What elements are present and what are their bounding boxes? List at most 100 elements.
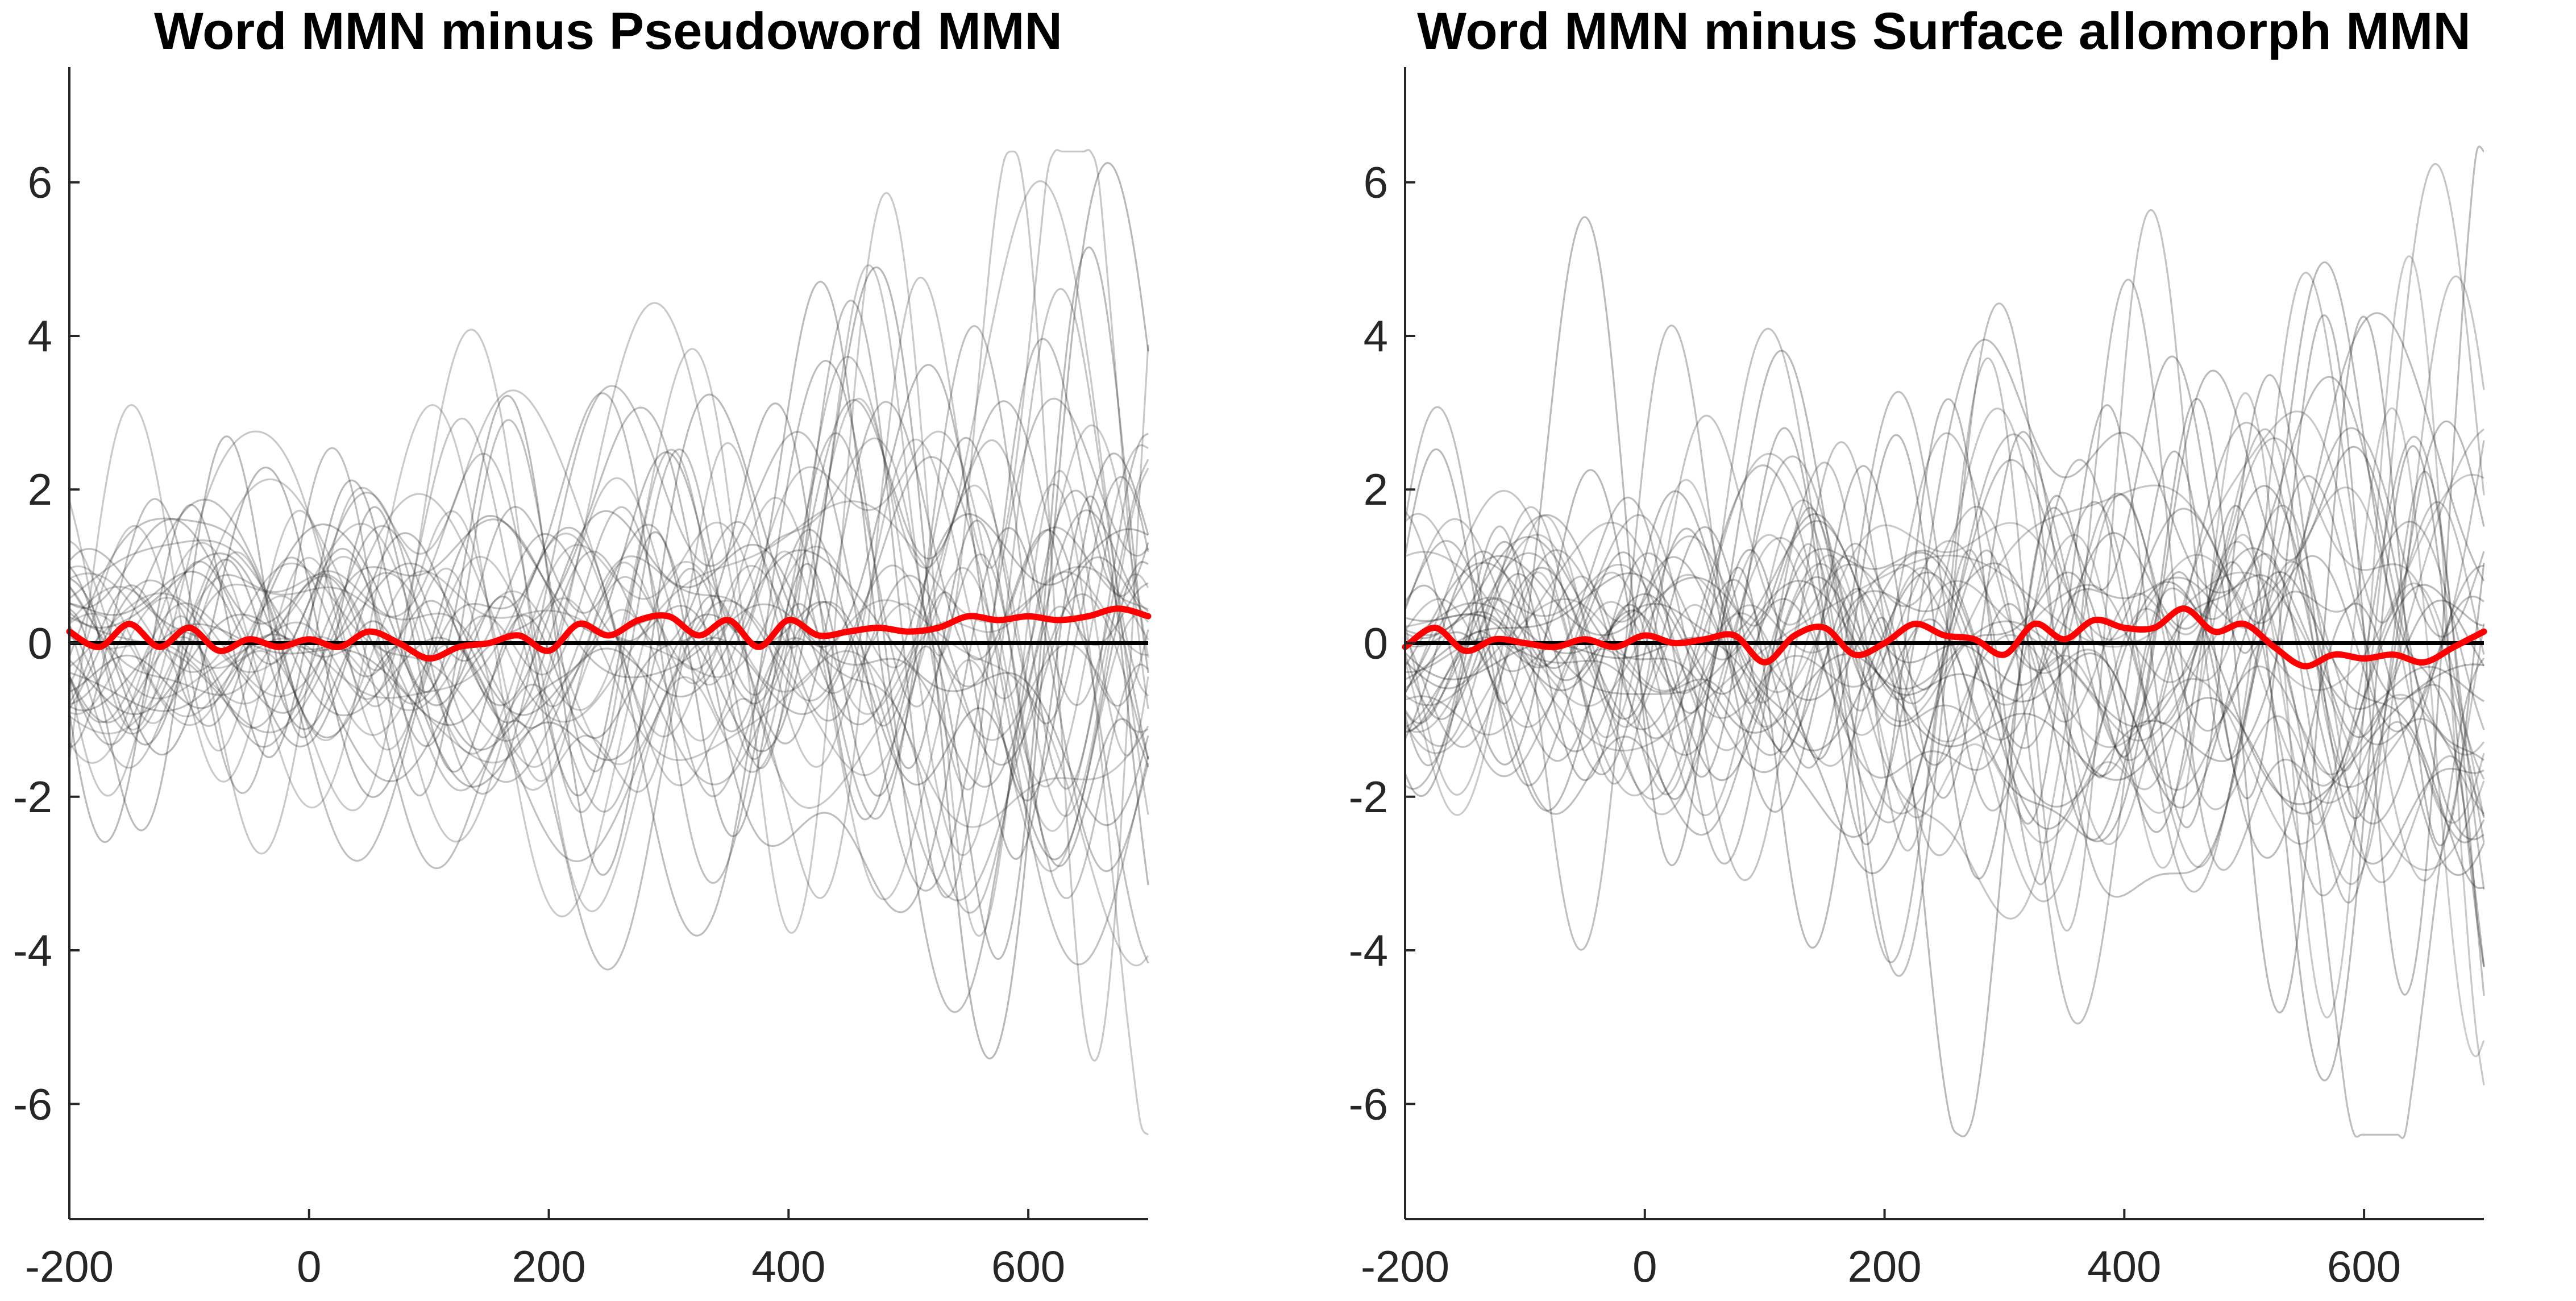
left-subject-trace-24 [68, 150, 1149, 1062]
left-subject-trace-2 [68, 532, 1149, 741]
left-x-tick-label: 600 [991, 1241, 1065, 1291]
right-subject-trace-30 [1405, 473, 2484, 707]
right-x-tick-label: -200 [1361, 1241, 1449, 1291]
left-subject-trace-36 [69, 555, 1149, 843]
right-subject-trace-39 [1404, 408, 2485, 882]
left-subject-trace-12 [68, 549, 1149, 826]
left-subject-trace-21 [69, 162, 1149, 1059]
left-subject-trace-32 [68, 495, 1149, 886]
left-y-tick-label: 2 [28, 464, 52, 514]
right-y-tick-label: 2 [1364, 464, 1388, 514]
right-subject-trace-16 [1404, 374, 2485, 846]
right-subject-trace-4 [1405, 376, 2484, 777]
left-subject-trace-15 [68, 385, 1149, 892]
right-subject-trace-11 [1405, 339, 2484, 865]
right-subject-trace-24 [1405, 459, 2485, 897]
left-subject-trace-40 [68, 497, 1149, 783]
right-subject-trace-18 [1405, 455, 2485, 893]
left-subject-trace-5 [69, 401, 1149, 971]
left-subject-trace-4 [69, 572, 1149, 901]
right-subject-trace-8 [1405, 541, 2485, 791]
right-subject-trace-36 [1404, 146, 2485, 996]
left-x-tick-label: 0 [297, 1241, 321, 1291]
right-subject-trace-13 [1405, 327, 2485, 796]
right-y-tick-label: -2 [1349, 772, 1388, 822]
left-subject-trace-16 [69, 456, 1149, 966]
left-subject-trace-39 [69, 432, 1149, 899]
left-y-tick-label: 6 [28, 157, 52, 207]
right-subject-trace-40 [1404, 504, 2485, 903]
left-subject-trace-28 [69, 300, 1149, 899]
left-y-tick-label: 0 [28, 618, 52, 668]
left-subject-trace-38 [69, 510, 1149, 748]
left-y-tick-label: 4 [28, 311, 52, 361]
right-x-tick-label: 600 [2327, 1241, 2401, 1291]
left-subject-trace-10 [68, 325, 1149, 884]
right-subject-trace-17 [1404, 428, 2485, 804]
left-subject-trace-3 [68, 526, 1149, 729]
right-subject-trace-29 [1404, 550, 2484, 889]
right-axes: -200 0 200 400 600 -6 -4 -2 0 2 4 6 [1349, 67, 2484, 1291]
left-subject-trace-37 [69, 360, 1149, 1013]
right-subject-trace-14 [1404, 209, 2485, 932]
left-subject-trace-11 [68, 509, 1149, 788]
left-x-tick-label: -200 [25, 1241, 114, 1291]
right-subject-trace-34 [1404, 163, 2485, 785]
left-subject-trace-33 [68, 364, 1149, 876]
left-subject-trace-35 [68, 281, 1149, 867]
right-subject-trace-31 [1404, 486, 2485, 824]
right-chart-panel: Word MMN minus Surface allomorph MMN -20… [1349, 2, 2487, 1291]
right-subject-trace-37 [1404, 547, 2484, 728]
left-subject-trace-20 [68, 246, 1149, 961]
left-x-tick-label: 400 [751, 1241, 825, 1291]
left-y-tick-label: -2 [13, 772, 52, 822]
right-x-tick-label: 400 [2087, 1241, 2161, 1291]
right-subject-trace-3 [1404, 527, 2485, 876]
right-subject-trace-26 [1404, 275, 2485, 920]
right-y-tick-label: 4 [1364, 311, 1388, 361]
right-subject-trace-28 [1404, 571, 2484, 830]
right-subject-traces [1404, 146, 2485, 1139]
left-subject-trace-34 [68, 506, 1149, 914]
right-y-tick-label: -6 [1349, 1079, 1388, 1129]
left-subject-trace-31 [69, 180, 1149, 815]
left-x-tick-label: 200 [512, 1241, 585, 1291]
right-x-tick-label: 0 [1632, 1241, 1657, 1291]
right-subject-trace-35 [1404, 427, 2485, 705]
right-y-tick-label: 0 [1364, 618, 1388, 668]
right-x-tick-label: 200 [1847, 1241, 1921, 1291]
right-subject-trace-27 [1404, 492, 2485, 1139]
left-subject-trace-18 [69, 567, 1149, 832]
right-y-tick-label: -4 [1349, 925, 1388, 975]
left-y-tick-label: -4 [13, 925, 52, 975]
right-subject-trace-22 [1404, 441, 2485, 882]
right-subject-trace-15 [1404, 407, 2485, 1057]
right-subject-trace-38 [1405, 572, 2485, 815]
left-chart-title: Word MMN minus Pseudoword MMN [154, 2, 1062, 60]
right-subject-trace-25 [1405, 390, 2484, 812]
left-subject-trace-6 [69, 329, 1149, 1136]
left-subject-trace-29 [68, 356, 1149, 813]
right-chart-title: Word MMN minus Surface allomorph MMN [1417, 2, 2471, 60]
left-subject-trace-9 [68, 149, 1149, 899]
left-subject-trace-26 [68, 398, 1149, 714]
left-subject-trace-22 [69, 550, 1149, 901]
right-subject-trace-2 [1405, 534, 2485, 845]
right-subject-trace-1 [1404, 315, 2485, 1014]
left-subject-trace-27 [68, 192, 1149, 937]
right-subject-trace-21 [1404, 312, 2485, 808]
right-subject-trace-12 [1405, 302, 2485, 977]
right-y-tick-label: 6 [1364, 157, 1388, 207]
left-y-tick-label: -6 [13, 1079, 52, 1129]
right-subject-trace-9 [1405, 485, 2484, 738]
right-subject-trace-7 [1405, 551, 2485, 871]
left-axes: -200 0 200 400 600 -6 -4 -2 0 2 4 6 [13, 67, 1148, 1291]
right-subject-trace-6 [1405, 437, 2485, 780]
right-subject-trace-19 [1404, 279, 2485, 963]
left-chart-panel: Word MMN minus Pseudoword MMN -200 0 200 40… [13, 2, 1152, 1291]
right-subject-trace-10 [1404, 255, 2485, 1086]
right-subject-trace-23 [1404, 406, 2485, 1025]
left-mean-trace [66, 605, 1152, 662]
right-mean-trace [1402, 605, 2487, 670]
